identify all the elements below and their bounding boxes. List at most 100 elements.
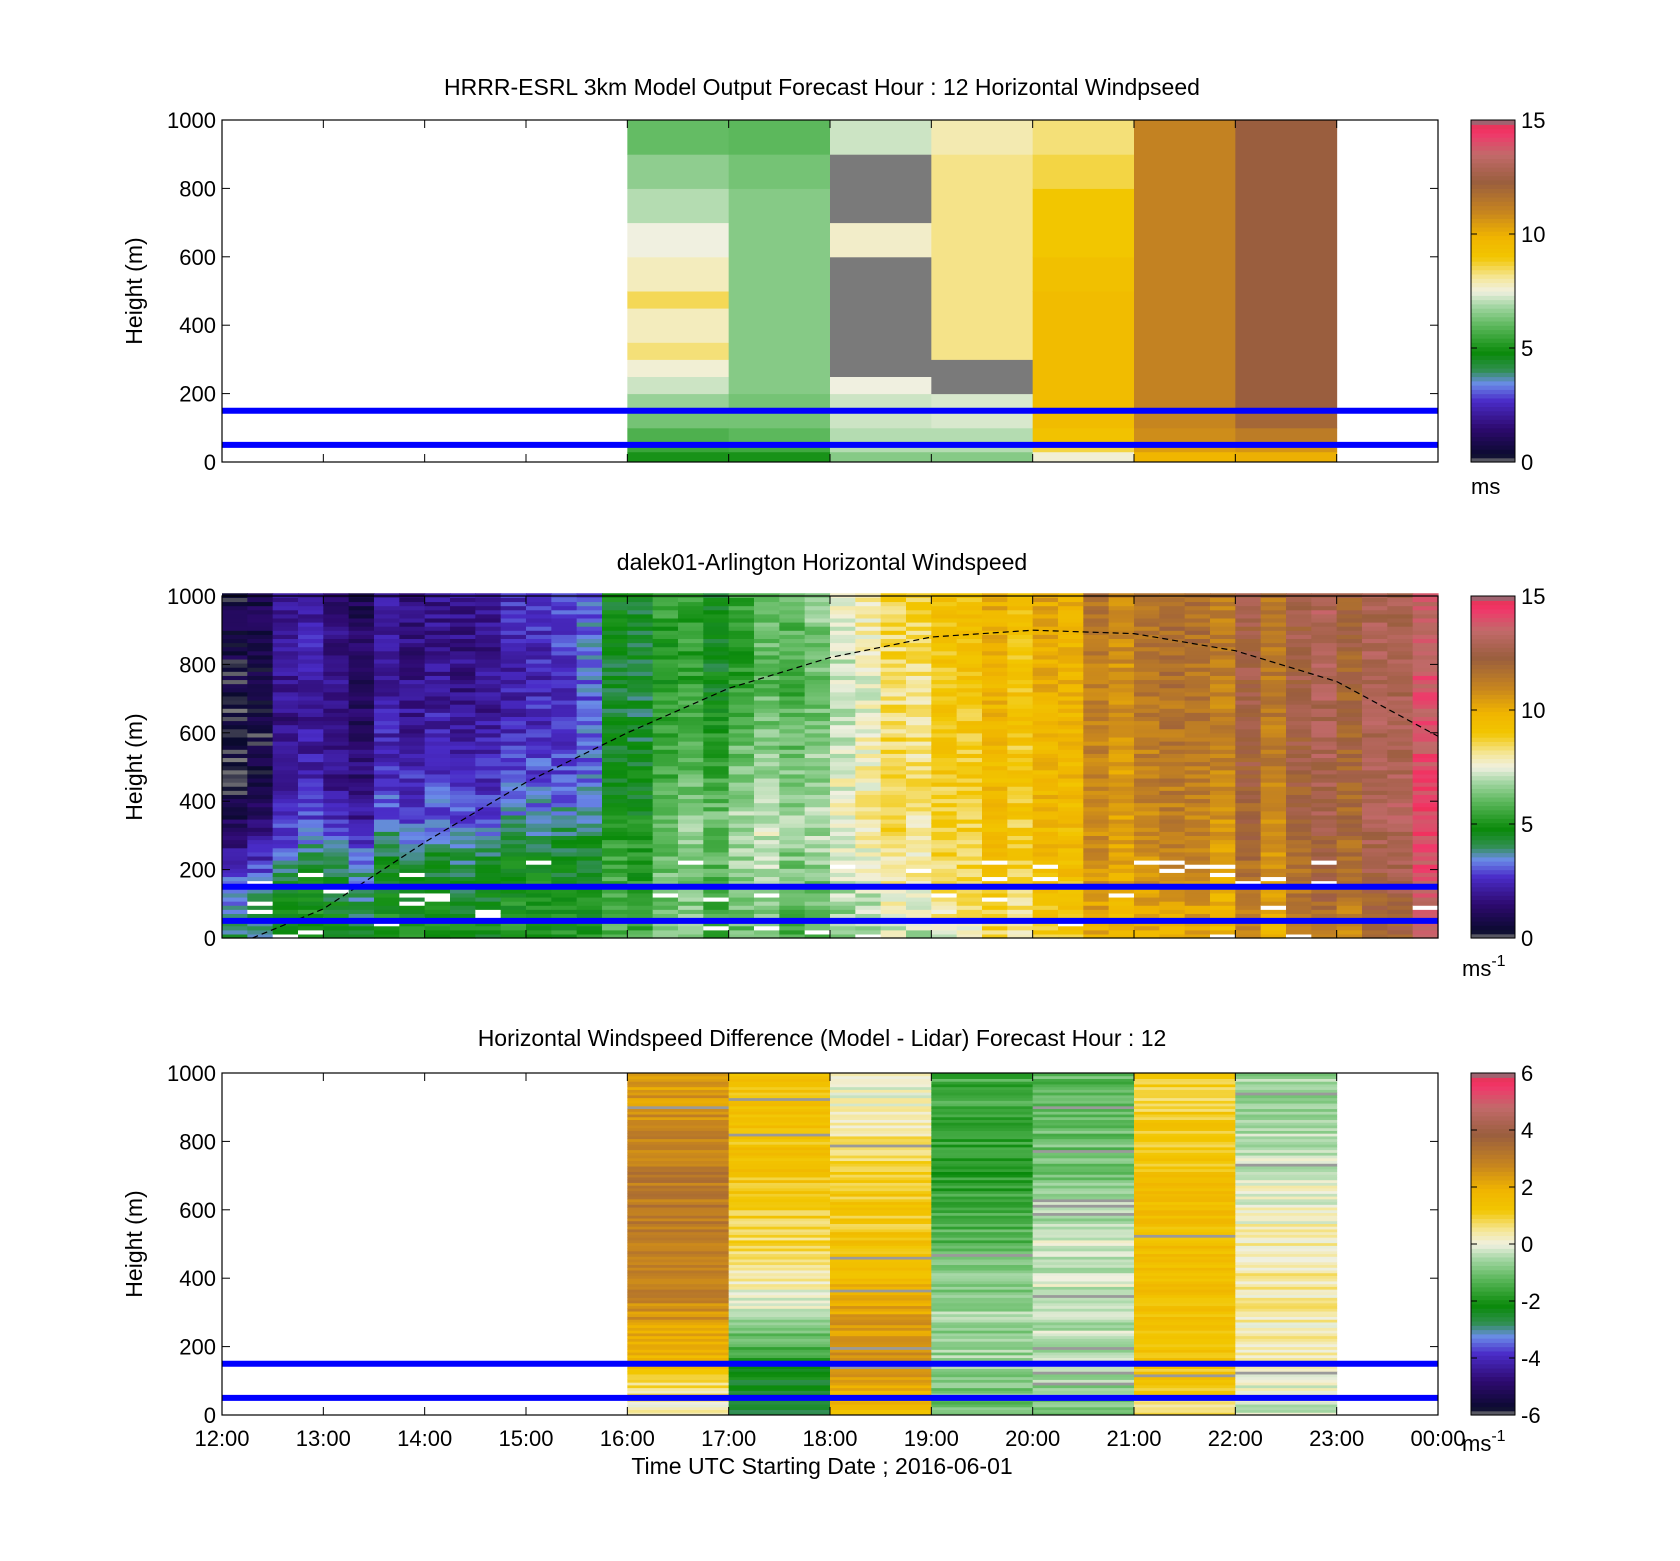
heatmap-cell <box>323 860 350 865</box>
heatmap-cell <box>1032 1283 1135 1287</box>
heatmap-cell <box>1387 921 1414 927</box>
heatmap-cell <box>1134 427 1236 446</box>
heatmap-cell <box>728 1393 831 1397</box>
heatmap-cell <box>247 658 274 664</box>
heatmap-cell <box>298 843 324 849</box>
heatmap-cell <box>1235 913 1262 919</box>
heatmap-cell <box>830 1116 932 1121</box>
heatmap-cell <box>830 1185 932 1189</box>
heatmap-cell <box>956 601 983 607</box>
heatmap-cell <box>804 782 831 787</box>
heatmap-cell <box>754 843 780 849</box>
heatmap-cell <box>450 860 476 865</box>
heatmap-cell <box>1260 675 1287 681</box>
heatmap-cell <box>931 1201 1034 1205</box>
heatmap-cell <box>1387 888 1414 894</box>
heatmap-cell <box>627 1242 730 1246</box>
heatmap-cell <box>627 1097 730 1101</box>
heatmap-cell <box>551 777 578 783</box>
y-axis-label: Height (m) <box>121 237 147 344</box>
heatmap-cell <box>1058 905 1084 910</box>
heatmap-cell <box>1235 675 1262 681</box>
heatmap-cell <box>1032 1138 1135 1142</box>
heatmap-cell <box>1032 1327 1135 1331</box>
colorbar-swatch <box>1471 329 1515 335</box>
y-tick-label: 0 <box>204 450 216 475</box>
heatmap-cell <box>247 716 274 722</box>
heatmap-cell <box>627 1166 730 1170</box>
heatmap-cell <box>931 654 958 660</box>
heatmap-cell <box>424 683 451 689</box>
heatmap-cell <box>678 728 704 734</box>
heatmap-cell <box>1083 642 1110 648</box>
heatmap-cell <box>298 679 324 685</box>
heatmap-cell <box>728 1250 831 1255</box>
heatmap-cell <box>1058 695 1084 701</box>
heatmap-cell <box>779 909 806 914</box>
heatmap-cell <box>652 724 679 730</box>
heatmap-cell <box>652 654 679 660</box>
heatmap-cell <box>348 864 375 869</box>
heatmap-cell <box>374 933 400 939</box>
heatmap-cell <box>1235 745 1262 750</box>
heatmap-cell <box>728 451 831 463</box>
heatmap-cell <box>804 728 831 734</box>
heatmap-cell <box>1210 921 1236 927</box>
colorbar-swatch <box>1471 149 1515 155</box>
heatmap-cell <box>1260 782 1287 787</box>
heatmap-cell <box>931 716 958 722</box>
heatmap-cell <box>1007 757 1034 763</box>
heatmap-cell <box>627 1171 730 1175</box>
heatmap-cell <box>1311 704 1338 709</box>
heatmap-cell <box>374 909 400 914</box>
heatmap-cell <box>830 761 856 767</box>
heatmap-cell <box>880 896 907 902</box>
heatmap-cell <box>830 901 856 906</box>
heatmap-cell <box>880 798 907 804</box>
heatmap-cell <box>1083 597 1110 603</box>
heatmap-cell <box>880 720 907 726</box>
heatmap-cell <box>576 843 603 849</box>
heatmap-cell <box>1007 835 1034 841</box>
colorbar-tick-label: 10 <box>1521 222 1545 247</box>
heatmap-cell <box>1387 929 1414 935</box>
heatmap-cell <box>754 638 780 644</box>
heatmap-cell <box>1260 642 1287 648</box>
heatmap-cell <box>1260 613 1287 619</box>
heatmap-cell <box>830 1138 932 1142</box>
heatmap-cell <box>272 720 299 726</box>
heatmap-cell <box>931 1155 1034 1159</box>
heatmap-cell <box>1412 921 1439 927</box>
heatmap-cell <box>1336 695 1363 701</box>
heatmap-cell <box>652 605 679 611</box>
heatmap-cell <box>526 597 552 603</box>
heatmap-cell <box>1134 831 1160 836</box>
heatmap-cell <box>602 720 628 726</box>
heatmap-cell <box>1260 732 1287 738</box>
heatmap-cell <box>855 802 882 808</box>
heatmap-cell <box>855 860 882 865</box>
heatmap-cell <box>880 626 907 631</box>
heatmap-cell <box>804 617 831 623</box>
heatmap-cell <box>1235 810 1262 816</box>
heatmap-cell <box>424 745 451 750</box>
heatmap-cell <box>1134 921 1160 927</box>
heatmap-cell <box>222 679 248 685</box>
heatmap-cell <box>779 753 806 759</box>
heatmap-cell <box>728 1280 831 1285</box>
heatmap-cell <box>602 667 628 672</box>
heatmap-cell <box>931 888 958 894</box>
heatmap-cell <box>450 630 476 635</box>
heatmap-cell <box>627 802 654 808</box>
colorbar-swatch <box>1471 933 1515 939</box>
heatmap-cell <box>728 1209 831 1214</box>
heatmap-cell <box>1032 831 1059 836</box>
colorbar-swatch <box>1471 848 1515 854</box>
heatmap-cell <box>728 1382 831 1386</box>
heatmap-cell <box>1412 605 1439 611</box>
heatmap-cell <box>652 769 679 775</box>
heatmap-cell <box>728 667 755 672</box>
heatmap-cell <box>1032 818 1059 824</box>
heatmap-cell <box>1362 679 1388 685</box>
heatmap-cell <box>272 638 299 644</box>
